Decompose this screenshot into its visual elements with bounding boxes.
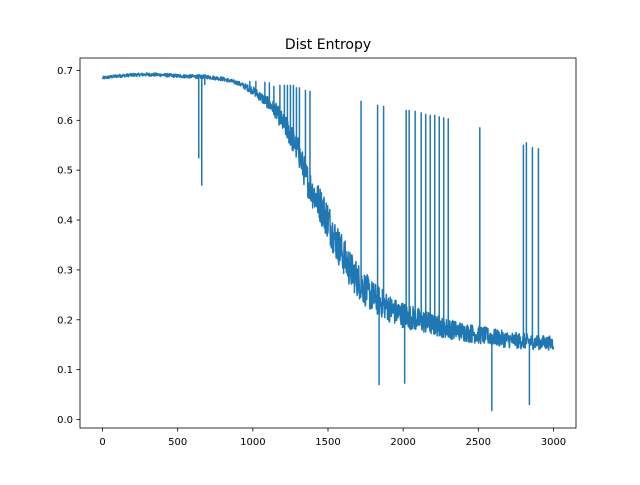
y-tick-label: 0.5 <box>57 166 73 177</box>
y-tick-label: 0.6 <box>57 116 73 127</box>
x-tick-label: 1000 <box>240 437 265 448</box>
x-tick-label: 0 <box>99 437 105 448</box>
x-tick-label: 500 <box>168 437 187 448</box>
x-tick-label: 2000 <box>390 437 415 448</box>
y-tick-label: 0.2 <box>57 315 73 326</box>
y-tick-label: 0.0 <box>57 415 73 426</box>
plot-layer <box>101 72 555 412</box>
y-tick-label: 0.4 <box>57 216 73 227</box>
x-tick-label: 2500 <box>466 437 491 448</box>
axes-layer: 0 500 1000 1500 2000 2500 3000 0.0 0.1 0.2 0.3 0.4 0… <box>57 57 577 448</box>
x-tick-label: 3000 <box>541 437 566 448</box>
y-tick-label: 0.3 <box>57 265 73 276</box>
x-tick-label: 1500 <box>315 437 340 448</box>
y-tick-label: 0.7 <box>57 66 73 77</box>
series-line <box>101 72 555 412</box>
chart-title: Dist Entropy <box>285 37 371 53</box>
y-tick-label: 0.1 <box>57 365 73 376</box>
